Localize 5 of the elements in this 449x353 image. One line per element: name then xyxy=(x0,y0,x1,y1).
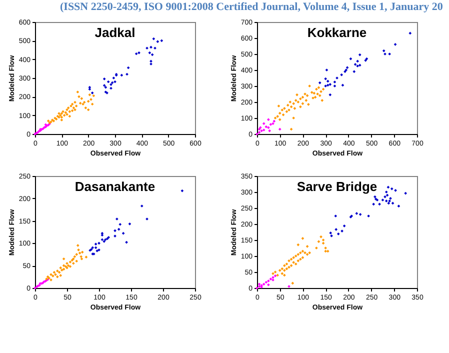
chart-title: Dasanakante xyxy=(74,179,156,194)
chart-title: Jadkal xyxy=(94,25,136,40)
chart-title: Sarve Bridge xyxy=(296,179,378,194)
chart-title: Kokkarne xyxy=(307,25,367,40)
text: (ISSN 2250-2459, ISO 9001:2008 Certified Journal, Volume 4, Issue 1, January 20 xyxy=(59,0,444,15)
